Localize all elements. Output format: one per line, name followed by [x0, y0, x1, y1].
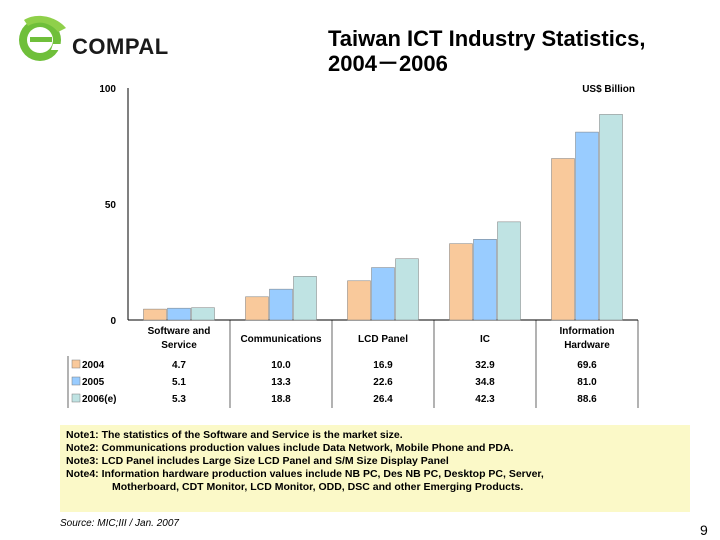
category-label: Hardware	[564, 340, 610, 351]
notes-box: Note1: The statistics of the Software an…	[60, 425, 690, 512]
page-number: 9	[700, 522, 708, 538]
note-3: Note3: LCD Panel includes Large Size LCD…	[66, 455, 449, 467]
bar-2004-0	[143, 308, 167, 321]
legend-label: 2005	[82, 377, 105, 388]
source-text: Source: MIC;III / Jan. 2007	[60, 518, 179, 529]
bar-2004-3	[449, 243, 473, 321]
category-label: Information	[560, 326, 615, 337]
data-label: 69.6	[577, 360, 597, 371]
note-4: Note4: Information hardware production v…	[66, 468, 544, 480]
slide-title: Taiwan ICT Industry Statistics, 2004－200…	[328, 26, 645, 76]
bar-2004-1	[245, 296, 269, 321]
data-label: 18.8	[271, 394, 291, 405]
unit-label: US$ Billion	[582, 84, 635, 95]
bar-2005-4	[575, 131, 599, 321]
legend-label: 2004	[82, 360, 105, 371]
data-label: 34.8	[475, 377, 495, 388]
bar-2006(e)-4	[599, 114, 623, 321]
legend-swatch-2005	[71, 376, 81, 386]
compal-logo	[16, 14, 166, 62]
y-tick-label: 100	[99, 84, 116, 95]
data-label: 81.0	[577, 377, 597, 388]
data-label: 13.3	[271, 377, 291, 388]
bar-2005-1	[269, 288, 293, 321]
y-tick-label: 50	[105, 200, 117, 211]
category-label: IC	[480, 334, 490, 345]
data-label: 5.1	[172, 377, 186, 388]
legend-swatch-2006(e)	[71, 393, 81, 403]
data-label: 88.6	[577, 394, 597, 405]
data-label: 10.0	[271, 360, 291, 371]
note-1: Note1: The statistics of the Software an…	[66, 429, 403, 441]
bar-2006(e)-1	[293, 276, 317, 321]
category-label: LCD Panel	[358, 334, 408, 345]
bar-2004-4	[551, 158, 575, 321]
bar-2005-3	[473, 239, 497, 321]
legend-swatch-2004	[71, 359, 81, 369]
data-label: 5.3	[172, 394, 186, 405]
logo-mark-icon	[19, 15, 66, 61]
bar-2004-2	[347, 280, 371, 321]
legend-label: 2006(e)	[82, 394, 116, 405]
data-label: 32.9	[475, 360, 495, 371]
data-label: 26.4	[373, 394, 393, 405]
logo-brand-text: COMPAL	[72, 34, 169, 59]
note-2: Note2: Communications production values …	[66, 442, 514, 454]
data-label: 16.9	[373, 360, 393, 371]
bar-2005-2	[371, 267, 395, 321]
title-line-2: 2004－2006	[328, 51, 448, 76]
bar-2006(e)-2	[395, 258, 419, 321]
category-label: Service	[161, 340, 197, 351]
note-4-continued: Motherboard, CDT Monitor, LCD Monitor, O…	[112, 481, 524, 493]
data-label: 42.3	[475, 394, 495, 405]
data-label: 4.7	[172, 360, 186, 371]
category-label: Software and	[148, 326, 211, 337]
bar-chart: 0 50 100 US$ Billion Software and Service Comm…	[67, 84, 639, 408]
bar-2006(e)-3	[497, 221, 521, 321]
y-tick-label: 0	[110, 316, 116, 327]
category-label: Communications	[240, 334, 322, 345]
bar-2005-0	[167, 307, 191, 321]
title-line-1: Taiwan ICT Industry Statistics,	[328, 26, 646, 51]
data-label: 22.6	[373, 377, 393, 388]
bar-2006(e)-0	[191, 307, 215, 321]
